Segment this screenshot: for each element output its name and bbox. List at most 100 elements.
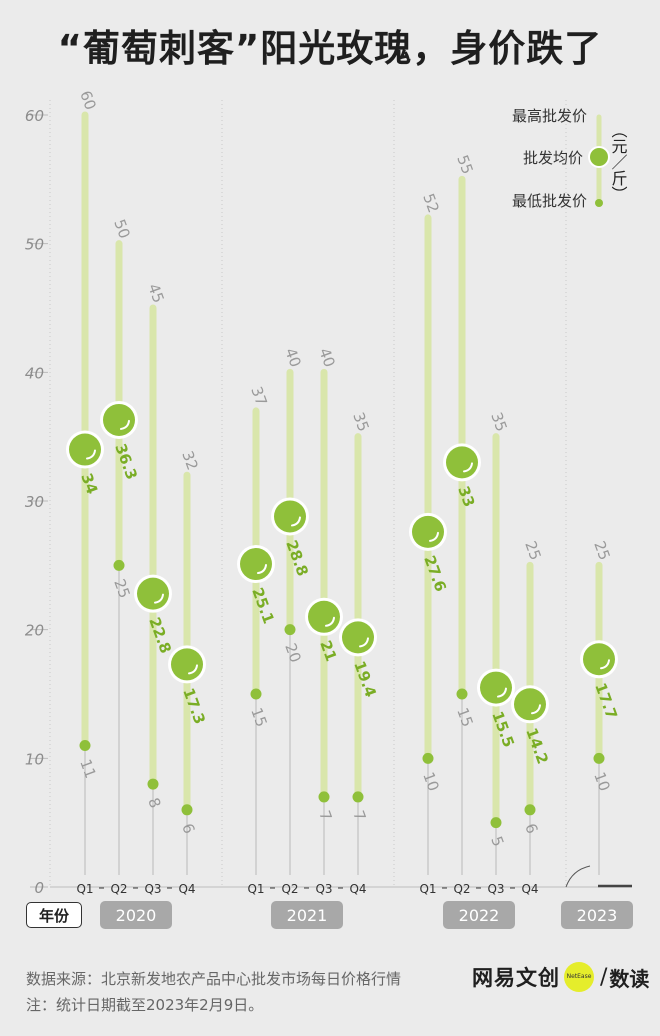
high-label-2022-Q1: 52: [419, 191, 442, 215]
high-label-2022-Q2: 55: [453, 153, 476, 177]
y-tick-label-0: 0: [34, 879, 44, 897]
avg-dot-2021-Q3: [308, 600, 340, 633]
quarter-label-2021-Q4: Q4: [349, 882, 366, 896]
year-box-2023: [561, 901, 633, 929]
avg-dot-2023-Q1: [583, 643, 615, 676]
year-box-2022: [443, 901, 515, 929]
y-tick-label-50: 50: [25, 236, 44, 254]
avg-dot-2020-Q2: [103, 403, 135, 436]
high-label-2020-Q2: 50: [110, 217, 133, 241]
avg-shine-2020-Q1: [86, 449, 96, 460]
legend-unit: （元／斤）: [609, 122, 628, 202]
low-dot-2020-Q1: [79, 739, 91, 751]
y-tick-label-60: 60: [25, 107, 44, 125]
high-label-2021-Q1: 37: [247, 384, 270, 408]
end-curve: [565, 865, 591, 888]
legend-high: 最高批发价: [512, 107, 587, 125]
low-label-2021-Q3: 7: [315, 808, 335, 823]
low-label-2021-Q1: 15: [247, 705, 270, 729]
avg-dot-2022-Q4: [514, 688, 546, 721]
avg-shine-2022-Q3: [497, 687, 507, 698]
low-dot-2020-Q3: [147, 778, 159, 790]
legend-avg: 批发均价: [523, 149, 583, 167]
high-label-2020-Q3: 45: [144, 281, 167, 305]
quarter-label-2020-Q3: Q3: [144, 882, 161, 896]
year-label-2023: 2023: [577, 906, 618, 925]
avg-shine-2022-Q1: [429, 531, 439, 542]
footer: 数据来源：北京新发地农产品中心批发市场每日价格行情 注：统计日期截至2023年2…: [26, 966, 401, 1018]
avg-shine-2021-Q4: [359, 637, 369, 648]
low-dot-2021-Q4: [352, 791, 364, 803]
avg-dot-2022-Q3: [480, 671, 512, 704]
avg-shine-2021-Q2: [291, 516, 301, 527]
year-label-2020: 2020: [116, 906, 157, 925]
avg-dot-2021-Q2: [274, 500, 306, 533]
year-label-2022: 2022: [459, 906, 500, 925]
low-dot-2022-Q3: [490, 817, 502, 829]
brand-logo: 网易文创 NetEase / 数读: [472, 960, 649, 994]
avg-label-2022-Q2: 33: [454, 484, 478, 510]
chart-title: “葡萄刺客”阳光玫瑰，身价跌了: [57, 27, 603, 70]
quarter-label-2020-Q2: Q2: [110, 882, 127, 896]
avg-dot-2020-Q4: [171, 648, 203, 681]
avg-dot-2020-Q3: [137, 577, 169, 610]
low-dot-2023-Q1: [593, 752, 605, 764]
high-label-2021-Q4: 35: [349, 410, 372, 434]
quarter-label-2020-Q1: Q1: [76, 882, 93, 896]
quarter-label-2022-Q3: Q3: [487, 882, 504, 896]
avg-shine-2020-Q4: [188, 664, 198, 675]
y-tick-label-30: 30: [25, 493, 44, 511]
low-dot-2021-Q1: [250, 688, 262, 700]
avg-label-2020-Q1: 34: [77, 471, 101, 497]
low-label-2022-Q4: 6: [521, 821, 541, 836]
low-dot-2022-Q4: [524, 804, 536, 816]
low-label-2022-Q2: 15: [453, 705, 476, 729]
quarter-label-2021-Q2: Q2: [281, 882, 298, 896]
brand-dot-icon: NetEase: [564, 962, 594, 992]
high-label-2023-Q1: 25: [590, 539, 613, 563]
low-label-2023-Q1: 10: [590, 770, 613, 794]
high-label-2020-Q4: 32: [178, 448, 201, 472]
avg-dot-2022-Q2: [446, 446, 478, 479]
year-axis-label: 年份: [26, 902, 82, 928]
low-label-2021-Q2: 20: [281, 641, 304, 665]
avg-shine-2020-Q2: [120, 419, 130, 430]
low-label-2020-Q1: 11: [76, 757, 99, 781]
low-dot-2021-Q2: [284, 624, 296, 636]
low-dot-2020-Q2: [113, 559, 125, 571]
high-label-2021-Q2: 40: [281, 346, 304, 370]
y-tick-label-10: 10: [25, 750, 44, 768]
low-label-2022-Q3: 5: [487, 834, 507, 849]
avg-shine-2022-Q4: [531, 704, 541, 715]
legend-avg-dot: [590, 148, 608, 166]
low-label-2022-Q1: 10: [419, 770, 442, 794]
low-label-2020-Q3: 8: [144, 795, 164, 810]
brand-shudu: 数读: [609, 966, 650, 991]
avg-label-2021-Q3: 21: [316, 638, 340, 664]
avg-shine-2021-Q1: [257, 564, 267, 575]
low-dot-2020-Q4: [181, 804, 193, 816]
quarter-label-2021-Q1: Q1: [247, 882, 264, 896]
brand-netease: 网易文创: [472, 966, 560, 990]
legend-low: 最低批发价: [512, 192, 587, 210]
low-label-2021-Q4: 7: [349, 808, 369, 823]
quarter-label-2022-Q4: Q4: [521, 882, 538, 896]
brand-slash: /: [600, 964, 608, 990]
low-label-2020-Q4: 6: [178, 821, 198, 836]
avg-shine-2023-Q1: [600, 659, 610, 670]
quarter-label-2021-Q3: Q3: [315, 882, 332, 896]
low-dot-2022-Q1: [422, 752, 434, 764]
high-label-2021-Q3: 40: [315, 346, 338, 370]
high-label-2022-Q4: 25: [521, 539, 544, 563]
avg-dot-2021-Q4: [342, 621, 374, 654]
quarter-label-2022-Q1: Q1: [419, 882, 436, 896]
year-label-2021: 2021: [287, 906, 328, 925]
avg-dot-2020-Q1: [69, 433, 101, 466]
footnote: 注：统计日期截至2023年2月9日。: [26, 996, 264, 1014]
low-dot-2022-Q2: [456, 688, 468, 700]
low-label-2020-Q2: 25: [110, 577, 133, 601]
avg-shine-2022-Q2: [463, 462, 473, 473]
year-box-2021: [271, 901, 343, 929]
y-tick-label-20: 20: [25, 622, 44, 640]
